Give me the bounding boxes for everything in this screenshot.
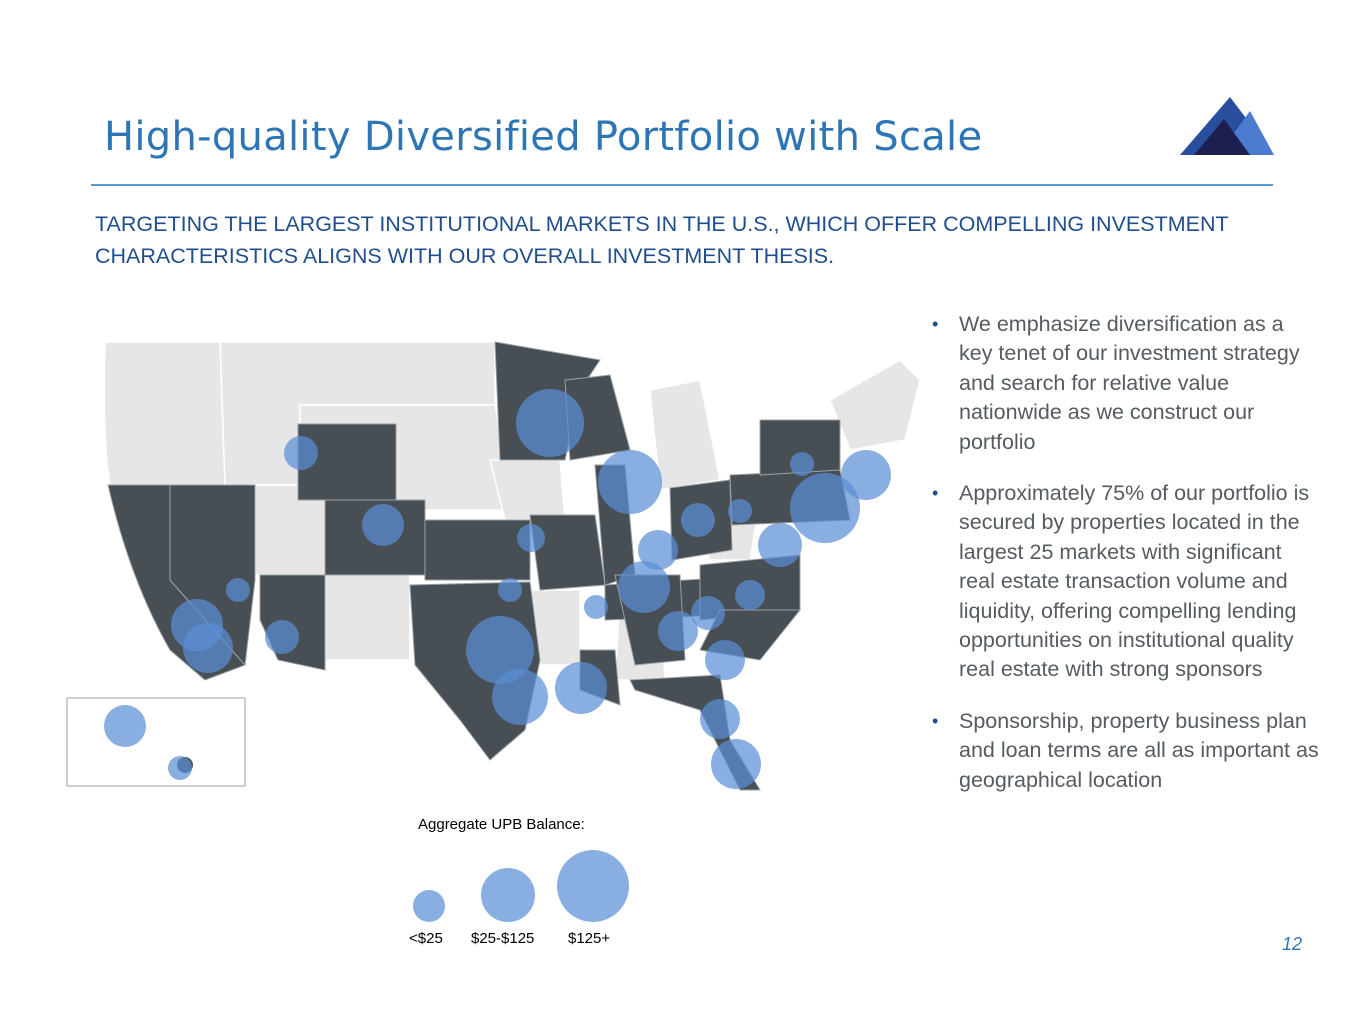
title-divider	[91, 184, 1273, 186]
page-number: 12	[1282, 934, 1303, 954]
legend-circle-small	[413, 890, 445, 922]
legend-title: Aggregate UPB Balance:	[418, 816, 585, 833]
subtitle: TARGETING THE LARGEST INSTITUTIONAL MARK…	[95, 212, 1229, 268]
portfolio-bubbles	[104, 389, 891, 789]
bullet-item: • We emphasize diversification as a key t…	[932, 310, 1322, 457]
mountain-logo-icon	[1180, 97, 1274, 155]
legend-circles	[413, 850, 629, 922]
legend-label-large: $125+	[568, 930, 611, 947]
legend-circle-medium	[481, 868, 535, 922]
bullet-text: Approximately 75% of our portfolio is se…	[959, 481, 1310, 682]
bullet-item: • Approximately 75% of our portfolio is s…	[932, 479, 1322, 685]
legend-circle-large	[557, 850, 629, 922]
bullet-text: We emphasize diversification as a key te…	[959, 312, 1300, 454]
legend-label-medium: $25-$125	[471, 930, 535, 947]
us-portfolio-map	[66, 341, 921, 791]
hawaii-inset	[66, 697, 246, 787]
bullet-icon: •	[932, 483, 939, 504]
key-points-list: • We emphasize diversification as a key t…	[932, 310, 1322, 817]
bullet-text: Sponsorship, property business plan and …	[959, 708, 1319, 792]
bullet-icon: •	[932, 314, 939, 334]
page-title: High-quality Diversified Portfolio with …	[104, 114, 983, 160]
legend-label-small: <$25	[409, 930, 443, 947]
bullet-item: • Sponsorship, property business plan and…	[932, 707, 1322, 795]
bullet-icon: •	[932, 710, 939, 731]
